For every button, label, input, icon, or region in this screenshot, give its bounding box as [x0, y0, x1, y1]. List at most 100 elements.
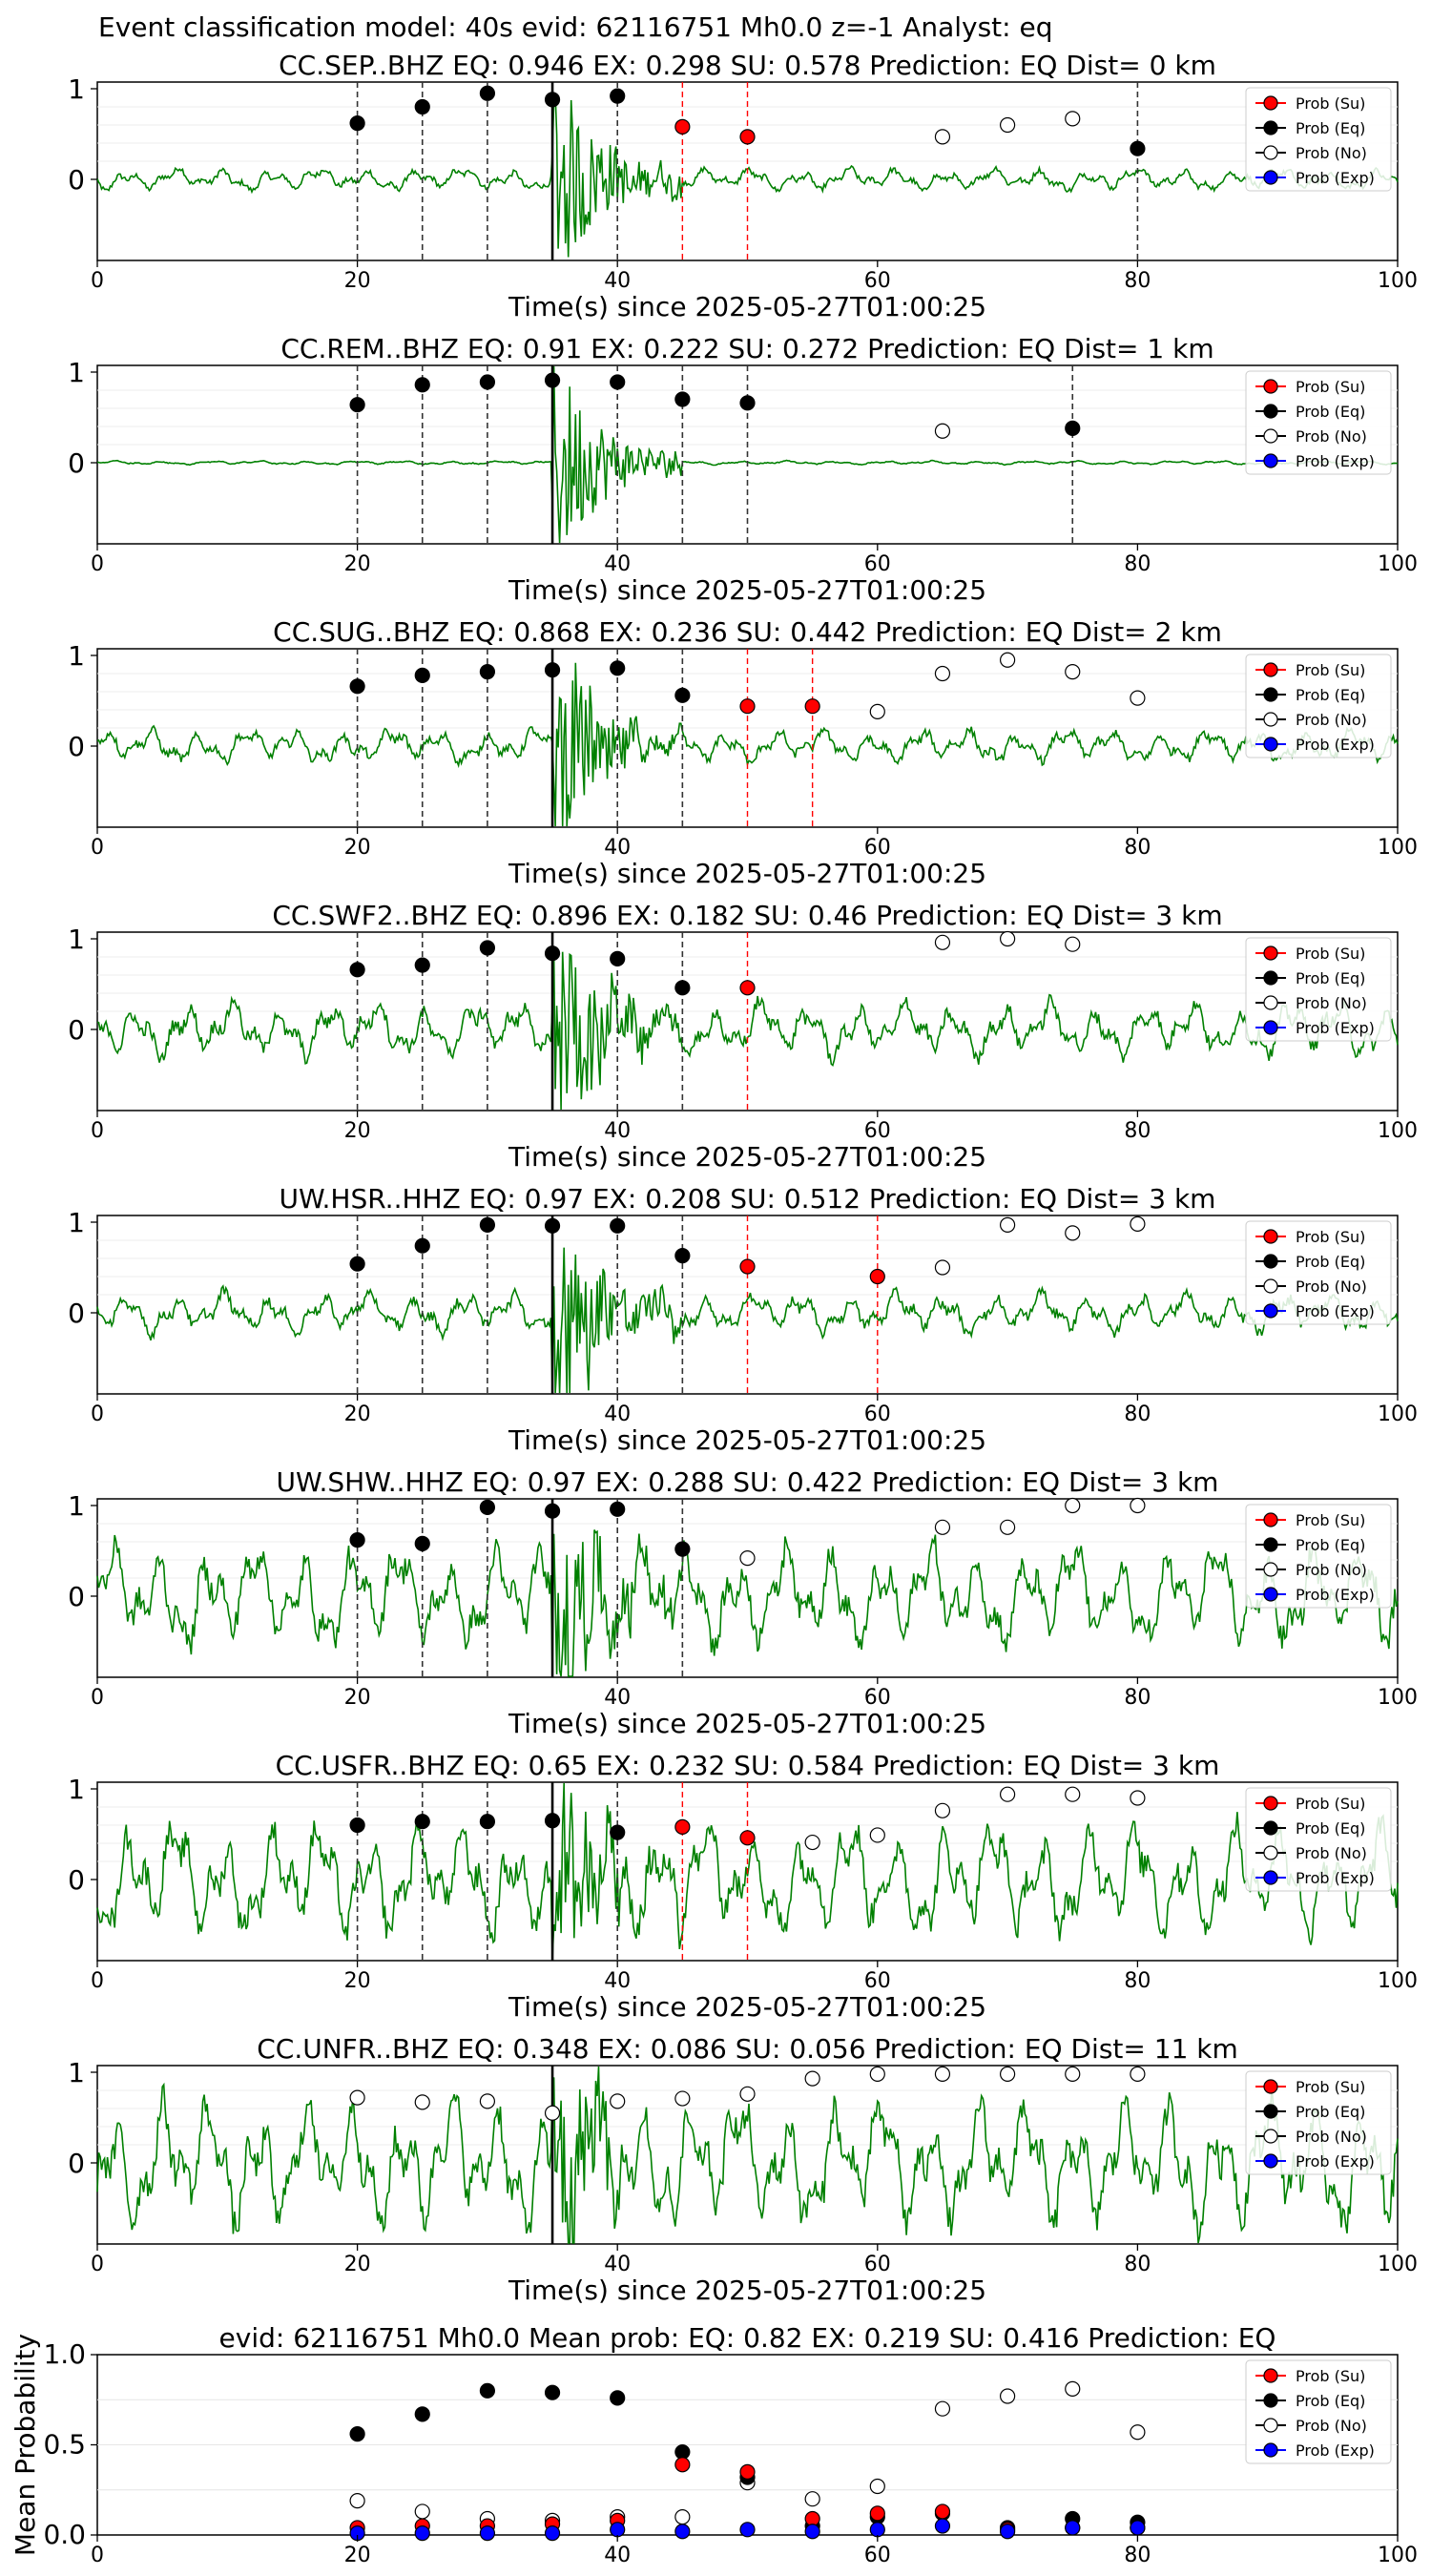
- su-marker: [674, 2457, 691, 2473]
- eq-marker: [1065, 420, 1081, 436]
- panel-title: CC.REM..BHZ EQ: 0.91 EX: 0.222 SU: 0.272…: [280, 333, 1213, 364]
- legend-marker: [1263, 662, 1278, 677]
- legend-marker: [1263, 945, 1278, 961]
- x-tick-label: 40: [604, 1969, 631, 1993]
- eq-marker: [544, 372, 561, 388]
- x-tick-label: 0: [91, 1402, 104, 1426]
- x-tick-label: 0: [91, 1969, 104, 1993]
- eq-marker: [674, 687, 691, 703]
- eq-marker: [349, 962, 365, 978]
- eq-marker: [479, 374, 495, 390]
- eq-marker: [349, 1531, 365, 1548]
- no-marker: [934, 1519, 951, 1535]
- legend-label: Prob (Eq): [1296, 119, 1365, 137]
- legend-label: Prob (Exp): [1296, 169, 1375, 187]
- x-axis-label: Time(s) since 2025-05-27T01:00:25: [508, 1141, 986, 1173]
- exp-marker: [1065, 2520, 1081, 2536]
- no-marker: [869, 703, 885, 720]
- panel-title: CC.USFR..BHZ EQ: 0.65 EX: 0.232 SU: 0.58…: [276, 1750, 1220, 1781]
- no-marker: [1130, 690, 1146, 706]
- legend-marker: [1263, 1796, 1278, 1811]
- eq-marker: [544, 945, 561, 962]
- x-tick-label: 20: [344, 1686, 371, 1710]
- legend-marker: [1263, 1020, 1278, 1035]
- no-marker: [934, 665, 951, 682]
- legend-label: Prob (Exp): [1296, 1019, 1375, 1037]
- legend-label: Prob (Su): [1296, 2078, 1365, 2096]
- su-marker: [674, 1818, 691, 1836]
- x-axis-label: Time(s) since 2025-05-27T01:00:25: [508, 291, 986, 322]
- legend-marker: [1263, 970, 1278, 986]
- x-tick-label: 0: [91, 1119, 104, 1143]
- waveform-trace: [96, 2066, 1399, 2244]
- legend-marker: [1263, 95, 1278, 111]
- legend-marker: [1263, 1820, 1278, 1836]
- eq-marker: [479, 1216, 495, 1233]
- no-marker: [869, 2478, 885, 2495]
- y-tick-label: 0: [68, 1298, 85, 1329]
- no-marker: [414, 2503, 430, 2520]
- no-marker: [739, 2086, 756, 2102]
- legend-marker: [1263, 1278, 1278, 1294]
- eq-marker: [739, 395, 756, 411]
- no-marker: [934, 423, 951, 439]
- no-marker: [999, 1786, 1016, 1802]
- panel-title: CC.SWF2..BHZ EQ: 0.896 EX: 0.182 SU: 0.4…: [272, 900, 1222, 931]
- legend-label: Prob (Eq): [1296, 1536, 1365, 1554]
- legend-box: [1245, 1787, 1392, 1892]
- y-tick-label: 0.0: [43, 2519, 86, 2550]
- legend-label: Prob (Exp): [1296, 1869, 1375, 1887]
- legend-marker: [1263, 1512, 1278, 1527]
- eq-marker: [414, 1814, 430, 1830]
- legend-marker: [1263, 2153, 1278, 2169]
- y-axis-label: Mean Probability: [10, 2334, 41, 2556]
- legend-marker: [1263, 995, 1278, 1010]
- legend-label: Prob (No): [1296, 1278, 1367, 1296]
- x-tick-label: 20: [344, 552, 371, 576]
- y-tick-label: 0: [68, 1581, 85, 1612]
- y-tick-label: 0: [68, 2148, 85, 2179]
- no-marker: [674, 2090, 691, 2107]
- panel-title: evid: 62116751 Mh0.0 Mean prob: EQ: 0.82…: [219, 2322, 1276, 2354]
- eq-marker: [479, 1814, 495, 1830]
- no-marker: [1065, 936, 1081, 952]
- no-marker: [999, 930, 1016, 947]
- exp-marker: [479, 2525, 495, 2542]
- x-axis-label: Time(s) since 2025-05-27T01:00:25: [508, 574, 986, 606]
- exp-marker: [610, 2522, 626, 2538]
- legend-marker: [1263, 145, 1278, 160]
- x-tick-label: 0: [91, 552, 104, 576]
- no-marker: [1130, 2424, 1146, 2441]
- x-tick-label: 100: [1378, 2544, 1418, 2567]
- y-tick-label: 1: [68, 2057, 85, 2088]
- su-marker: [869, 1268, 885, 1285]
- no-marker: [934, 129, 951, 145]
- no-marker: [1065, 663, 1081, 680]
- y-tick-label: 0.5: [43, 2429, 86, 2461]
- legend-label: Prob (Eq): [1296, 686, 1365, 704]
- eq-marker: [610, 1217, 626, 1234]
- y-tick-label: 1: [68, 924, 85, 955]
- no-marker: [934, 1802, 951, 1818]
- su-marker: [739, 1258, 756, 1275]
- waveform-trace: [96, 1529, 1399, 1677]
- legend-marker: [1263, 2368, 1278, 2383]
- legend-marker: [1263, 737, 1278, 752]
- eq-marker: [610, 88, 626, 104]
- panel-title: CC.UNFR..BHZ EQ: 0.348 EX: 0.086 SU: 0.0…: [257, 2033, 1238, 2065]
- no-marker: [999, 116, 1016, 134]
- y-tick-label: 1: [68, 73, 85, 105]
- su-marker: [739, 2463, 756, 2480]
- no-marker: [934, 2400, 951, 2417]
- legend-box: [1245, 654, 1392, 758]
- legend-marker: [1263, 1303, 1278, 1319]
- eq-marker: [544, 92, 561, 108]
- eq-marker: [414, 2406, 430, 2422]
- legend-marker: [1263, 170, 1278, 185]
- legend-label: Prob (Exp): [1296, 2152, 1375, 2171]
- panel-5: UW.HSR..HHZ EQ: 0.97 EX: 0.208 SU: 0.512…: [68, 1183, 1418, 1456]
- eq-marker: [674, 980, 691, 996]
- no-marker: [1065, 1497, 1081, 1514]
- x-tick-label: 40: [604, 2253, 631, 2276]
- y-tick-label: 0: [68, 1014, 85, 1046]
